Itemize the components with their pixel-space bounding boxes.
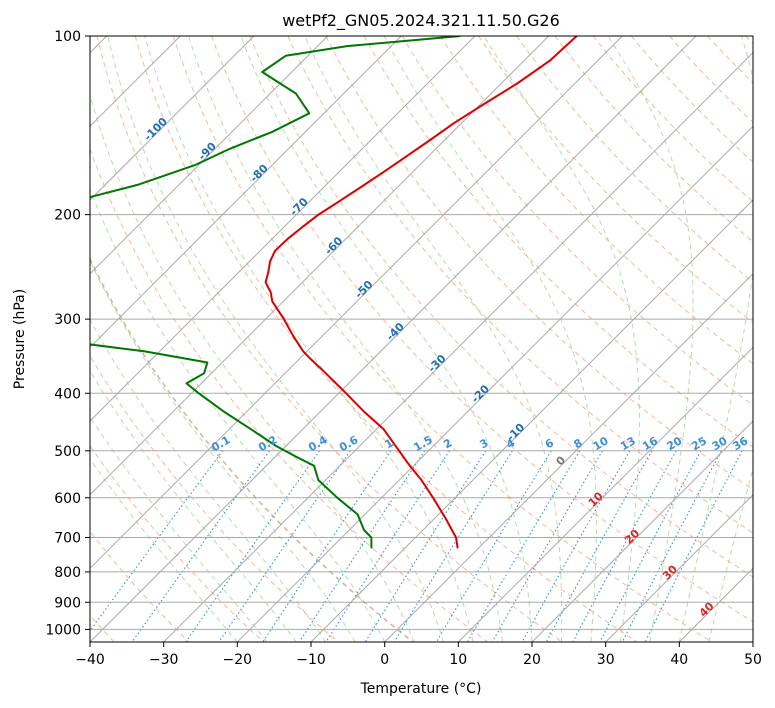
y-tick-label: 900 — [54, 595, 81, 611]
mixing-ratio-line — [599, 450, 702, 642]
moist-adiabat-line — [90, 188, 386, 642]
isotherm-line — [310, 199, 753, 642]
moist-adiabat-line — [383, 36, 597, 642]
isotherm-line — [163, 51, 753, 642]
isotherm-grid — [90, 36, 753, 642]
y-tick-label: 400 — [54, 386, 81, 402]
moist-adiabat-line — [304, 36, 563, 642]
mixing-ratio-line — [185, 450, 321, 642]
moist-adiabat-line — [90, 415, 268, 642]
mixing-ratio-line — [545, 450, 653, 642]
x-tick-label: 0 — [380, 652, 389, 668]
dry-adiabat-line — [249, 36, 753, 578]
dry-adiabat-line — [363, 36, 753, 448]
y-tick-label: 600 — [54, 491, 81, 507]
mixing-ratio-line — [644, 450, 743, 642]
isotherm-line — [90, 36, 623, 570]
dry-adiabat-line — [90, 354, 339, 642]
isotherm-line — [90, 36, 329, 275]
x-tick-label: −30 — [149, 652, 179, 668]
isotherm-line — [384, 272, 753, 642]
moist-adiabat-line — [607, 36, 694, 642]
isobar-grid — [90, 36, 753, 630]
x-tick-label: 40 — [670, 652, 688, 668]
x-tick-label: −40 — [75, 652, 105, 668]
dry-adiabats — [90, 36, 753, 642]
y-tick-label: 500 — [54, 444, 81, 460]
dry-adiabat-line — [90, 147, 488, 642]
x-tick-label: 10 — [449, 652, 467, 668]
mixing-ratio-line — [218, 450, 351, 642]
y-tick-label: 100 — [54, 29, 81, 45]
isotherm-line — [90, 36, 402, 349]
y-axis-title: Pressure (hPa) — [12, 289, 28, 389]
dry-adiabat-line — [90, 444, 264, 642]
mixing-ratio-line — [298, 450, 426, 642]
mixing-ratio-line — [90, 450, 224, 632]
mixing-ratio-lines — [90, 450, 743, 642]
isotherm-line — [457, 346, 753, 642]
isotherm-line — [236, 125, 753, 642]
dry-adiabat-line — [211, 36, 753, 623]
moist-adiabats — [90, 36, 753, 642]
dry-adiabat-line — [439, 36, 753, 365]
moist-adiabat-line — [90, 457, 238, 642]
chart-title: wetPf2_GN05.2024.321.11.50.G26 — [282, 11, 560, 31]
dry-adiabat-line — [96, 36, 563, 642]
x-tick-label: −20 — [223, 652, 253, 668]
x-tick-label: 20 — [523, 652, 541, 668]
x-tick-label: 50 — [744, 652, 762, 668]
moist-adiabat-line — [188, 36, 503, 642]
y-tick-label: 700 — [54, 531, 81, 547]
mixing-ratio-line — [262, 450, 392, 642]
moist-adiabat-line — [90, 259, 356, 642]
dry-adiabat-line — [172, 36, 712, 642]
moist-adiabat-line — [90, 369, 297, 642]
isotherm-line — [90, 36, 255, 201]
isotherm-line — [605, 493, 753, 642]
y-tick-label: 800 — [54, 565, 81, 581]
isotherm-line — [90, 36, 476, 422]
isotherm-line — [531, 420, 753, 642]
mixing-ratio-line — [435, 450, 552, 642]
x-axis: −40 −30 −20 −10 0 10 20 30 40 50 — [75, 642, 762, 668]
plot-frame — [89, 35, 754, 643]
moist-adiabat-line — [483, 36, 640, 642]
mixing-ratio-line — [572, 450, 677, 642]
y-tick-label: 200 — [54, 208, 81, 224]
dewpoint-line — [90, 36, 461, 549]
mixing-ratio-line — [521, 450, 631, 642]
x-axis-title: Temperature (°C) — [360, 681, 482, 697]
dry-adiabat-line — [325, 36, 753, 491]
dry-adiabat-line — [401, 36, 753, 406]
y-tick-label: 1000 — [45, 622, 81, 638]
moist-adiabat-line — [240, 36, 533, 642]
x-tick-label: 30 — [597, 652, 615, 668]
temperature-line — [264, 36, 578, 549]
isotherm-line — [90, 36, 697, 642]
isotherm-line — [90, 36, 550, 496]
y-tick-label: 300 — [54, 312, 81, 328]
y-axis: 100 200 300 400 500 600 700 800 900 1000 — [45, 29, 90, 638]
profile-lines — [90, 36, 578, 549]
mixing-ratio-line — [621, 450, 722, 642]
dry-adiabat-line — [134, 36, 638, 642]
moist-adiabat-line — [144, 36, 474, 642]
x-tick-label: −10 — [296, 652, 326, 668]
moist-adiabat-line — [107, 36, 445, 642]
